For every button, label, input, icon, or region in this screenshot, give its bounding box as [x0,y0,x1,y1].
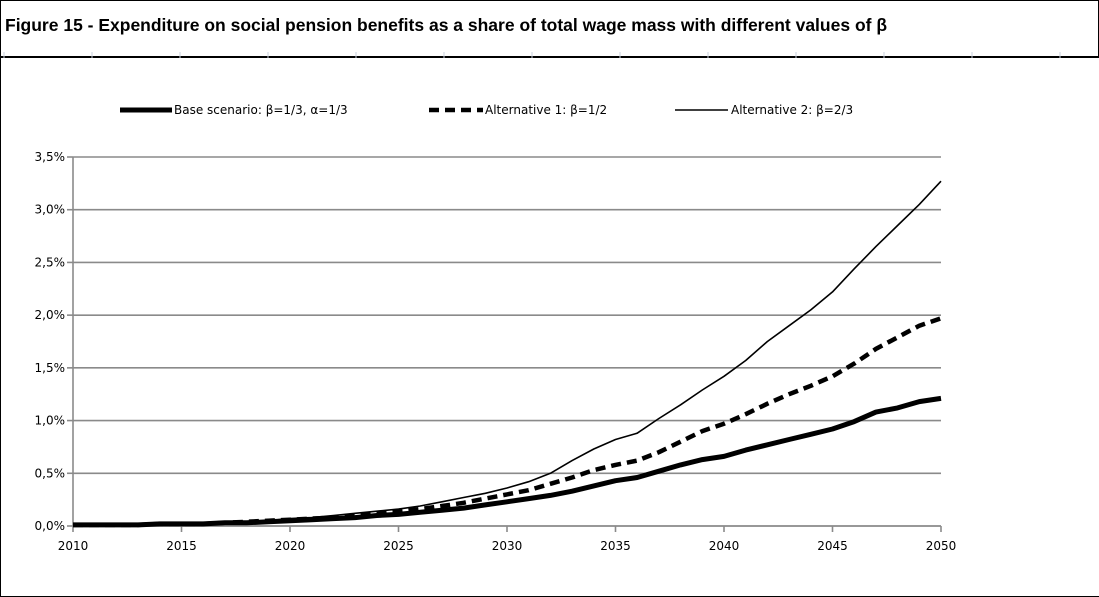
y-tick-label: 1,5% [35,361,66,375]
series-line-2 [73,316,942,528]
x-tick-label: 2030 [492,539,523,553]
x-tick-label: 2020 [275,539,306,553]
figure-title: Figure 15 - Expenditure on social pensio… [5,15,887,35]
x-tick-label: 2015 [166,539,197,553]
gridlines [73,156,941,527]
x-tick-label: 2045 [817,539,848,553]
legend: Base scenario: β=1/3, α=1/3 Alternative 1… [120,103,853,117]
legend-label-1: Base scenario: β=1/3, α=1/3 [174,103,348,117]
x-tick-label: 2035 [600,539,631,553]
x-tick-label: 2010 [58,539,89,553]
x-tick-label: 2040 [709,539,740,553]
figure-title-bar: Figure 15 - Expenditure on social pensio… [0,0,1099,58]
series-line-3 [73,180,942,526]
y-tick-label: 3,0% [35,203,66,217]
series-layer [73,180,942,528]
y-tick-label: 0,5% [35,466,66,480]
y-tick-label: 1,0% [35,414,66,428]
y-tick-label: 3,5% [35,150,66,164]
x-axis: 2010 2015 2020 2025 2030 2035 2040 2045 2050 [58,525,957,553]
x-tick-label: 2025 [383,539,414,553]
legend-label-2: Alternative 1: β=1/2 [485,103,607,117]
y-axis: 0,0% 0,5% 1,0% 1,5% 2,0% 2,5% 3,0% 3,5% [35,150,74,533]
legend-label-3: Alternative 2: β=2/3 [731,103,853,117]
y-tick-label: 2,5% [35,255,66,269]
series-line-1 [73,395,942,528]
title-bar-ticks [3,52,1061,58]
y-tick-label: 2,0% [35,308,66,322]
x-tick-label: 2050 [926,539,957,553]
y-tick-label: 0,0% [35,519,66,533]
